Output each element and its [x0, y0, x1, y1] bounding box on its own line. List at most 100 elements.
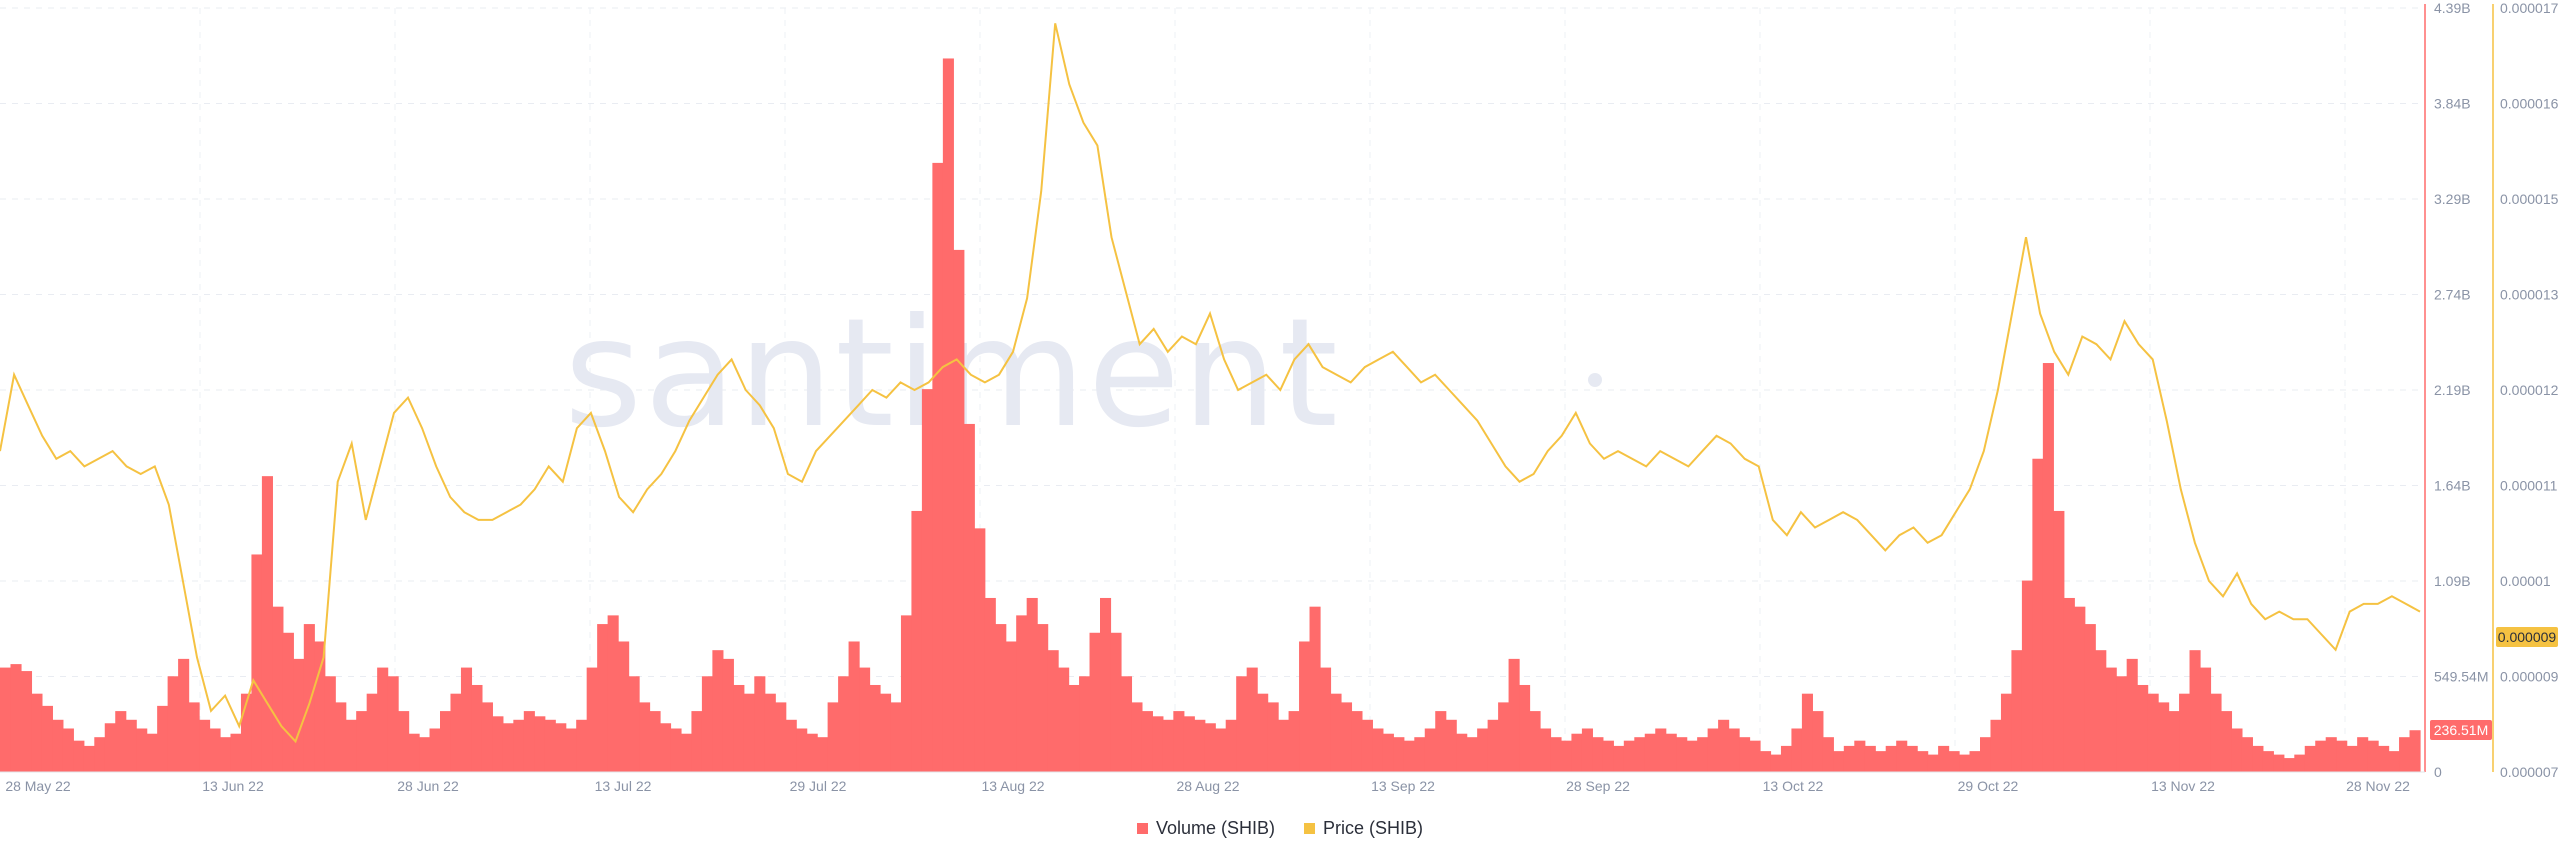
price-tick-label: 0.000015 — [2500, 191, 2559, 207]
price-tick-label: 0.000012 — [2500, 382, 2559, 398]
volume-bar — [1623, 740, 1635, 772]
volume-bar — [597, 624, 609, 772]
volume-bar — [1644, 733, 1656, 772]
volume-bar — [272, 606, 284, 772]
volume-bar — [502, 723, 514, 772]
volume-bar — [660, 723, 672, 772]
volume-bar — [1906, 745, 1918, 772]
volume-swatch — [1136, 823, 1148, 834]
volume-bar — [2220, 711, 2233, 772]
volume-bar — [1990, 719, 2002, 772]
volume-bar — [1676, 737, 1688, 772]
volume-bar — [639, 702, 651, 772]
volume-bar — [764, 693, 776, 772]
volume-bar — [314, 641, 326, 772]
volume-bar — [1267, 702, 1279, 772]
volume-bar — [136, 728, 148, 772]
volume-bar — [1864, 745, 1876, 772]
volume-bar — [1498, 702, 1510, 772]
volume-bar — [722, 658, 734, 772]
volume-bar — [1801, 693, 1813, 772]
volume-bar — [429, 728, 441, 772]
volume-bar — [52, 719, 64, 772]
volume-bar — [492, 716, 504, 772]
volume-bar — [178, 658, 190, 772]
volume-bar — [1204, 723, 1216, 772]
volume-bar — [1917, 751, 1929, 772]
volume-bar — [2011, 650, 2023, 772]
volume-bar — [366, 693, 378, 772]
volume-bar — [2283, 758, 2295, 772]
volume-bar — [2105, 667, 2117, 772]
volume-bar — [2074, 606, 2086, 772]
volume-bar — [2304, 745, 2316, 772]
volume-bar — [1948, 751, 1960, 772]
volume-bar — [1351, 711, 1363, 772]
volume-bar — [251, 554, 263, 772]
volume-bar — [2294, 754, 2306, 772]
volume-bar — [1718, 719, 1730, 772]
volume-bar — [1529, 711, 1541, 772]
volume-bar — [1131, 702, 1143, 772]
volume-bar — [869, 684, 881, 772]
volume-series — [0, 58, 2421, 773]
volume-bar — [1225, 719, 1237, 772]
volume-bar — [1403, 740, 1415, 772]
volume-bar — [618, 641, 630, 772]
volume-bar — [62, 728, 74, 772]
volume-bar — [1068, 684, 1080, 772]
volume-bar — [995, 624, 1007, 772]
volume-bar — [440, 711, 452, 772]
volume-bar — [785, 719, 797, 772]
volume-bar — [1896, 740, 1908, 772]
volume-bar — [1382, 733, 1394, 772]
volume-bar — [398, 711, 410, 772]
price-badge: 0.000009 — [2496, 627, 2558, 647]
volume-bar — [20, 671, 33, 772]
volume-bar — [1780, 745, 1793, 772]
volume-bar — [1414, 737, 1426, 772]
volume-bar — [73, 740, 85, 772]
volume-bar — [649, 711, 661, 772]
volume-bar — [1812, 711, 1824, 772]
volume-bar — [41, 705, 53, 772]
volume-bar — [1393, 737, 1405, 772]
volume-bar — [817, 737, 829, 772]
volume-bar — [513, 719, 525, 772]
volume-bar — [167, 676, 179, 772]
volume-bar — [2042, 363, 2054, 772]
volume-bar — [2315, 740, 2327, 772]
volume-bar — [1550, 737, 1562, 772]
legend-item-volume[interactable]: Volume (SHIB) — [1136, 818, 1275, 839]
volume-badge-bg — [2430, 720, 2492, 740]
legend-item-price[interactable]: Price (SHIB) — [1304, 818, 1423, 839]
volume-bar — [880, 693, 892, 772]
volume-bar — [2126, 658, 2138, 772]
volume-bar — [712, 650, 724, 772]
volume-bar — [293, 658, 305, 772]
volume-tick-label: 2.19B — [2434, 382, 2471, 398]
volume-bar — [796, 728, 808, 772]
volume-bar — [1435, 711, 1447, 772]
volume-bar — [188, 702, 200, 772]
volume-bar — [1602, 740, 1614, 772]
volume-bar — [1655, 728, 1667, 772]
x-tick-label: 13 Sep 22 — [1371, 778, 1435, 794]
volume-bar — [775, 702, 787, 772]
volume-bar — [1372, 728, 1384, 772]
price-tick-label: 0.000011 — [2500, 478, 2558, 494]
axes — [0, 4, 2494, 773]
volume-bar — [220, 737, 232, 772]
volume-bar — [963, 423, 975, 772]
volume-bar — [576, 719, 588, 772]
price-tick-label: 0.000007 — [2500, 764, 2559, 780]
volume-bar — [1969, 751, 1981, 772]
volume-bar — [1047, 650, 1059, 772]
price-axis-ticks: 0.000017 0.000016 0.000015 0.000013 0.000012… — [2500, 0, 2559, 780]
volume-bar — [2095, 650, 2107, 772]
volume-bar — [974, 528, 986, 772]
volume-badge-value: 236.51M — [2434, 722, 2488, 738]
volume-bar — [2032, 458, 2044, 772]
volume-bar — [2262, 751, 2274, 772]
volume-bar — [303, 624, 315, 772]
